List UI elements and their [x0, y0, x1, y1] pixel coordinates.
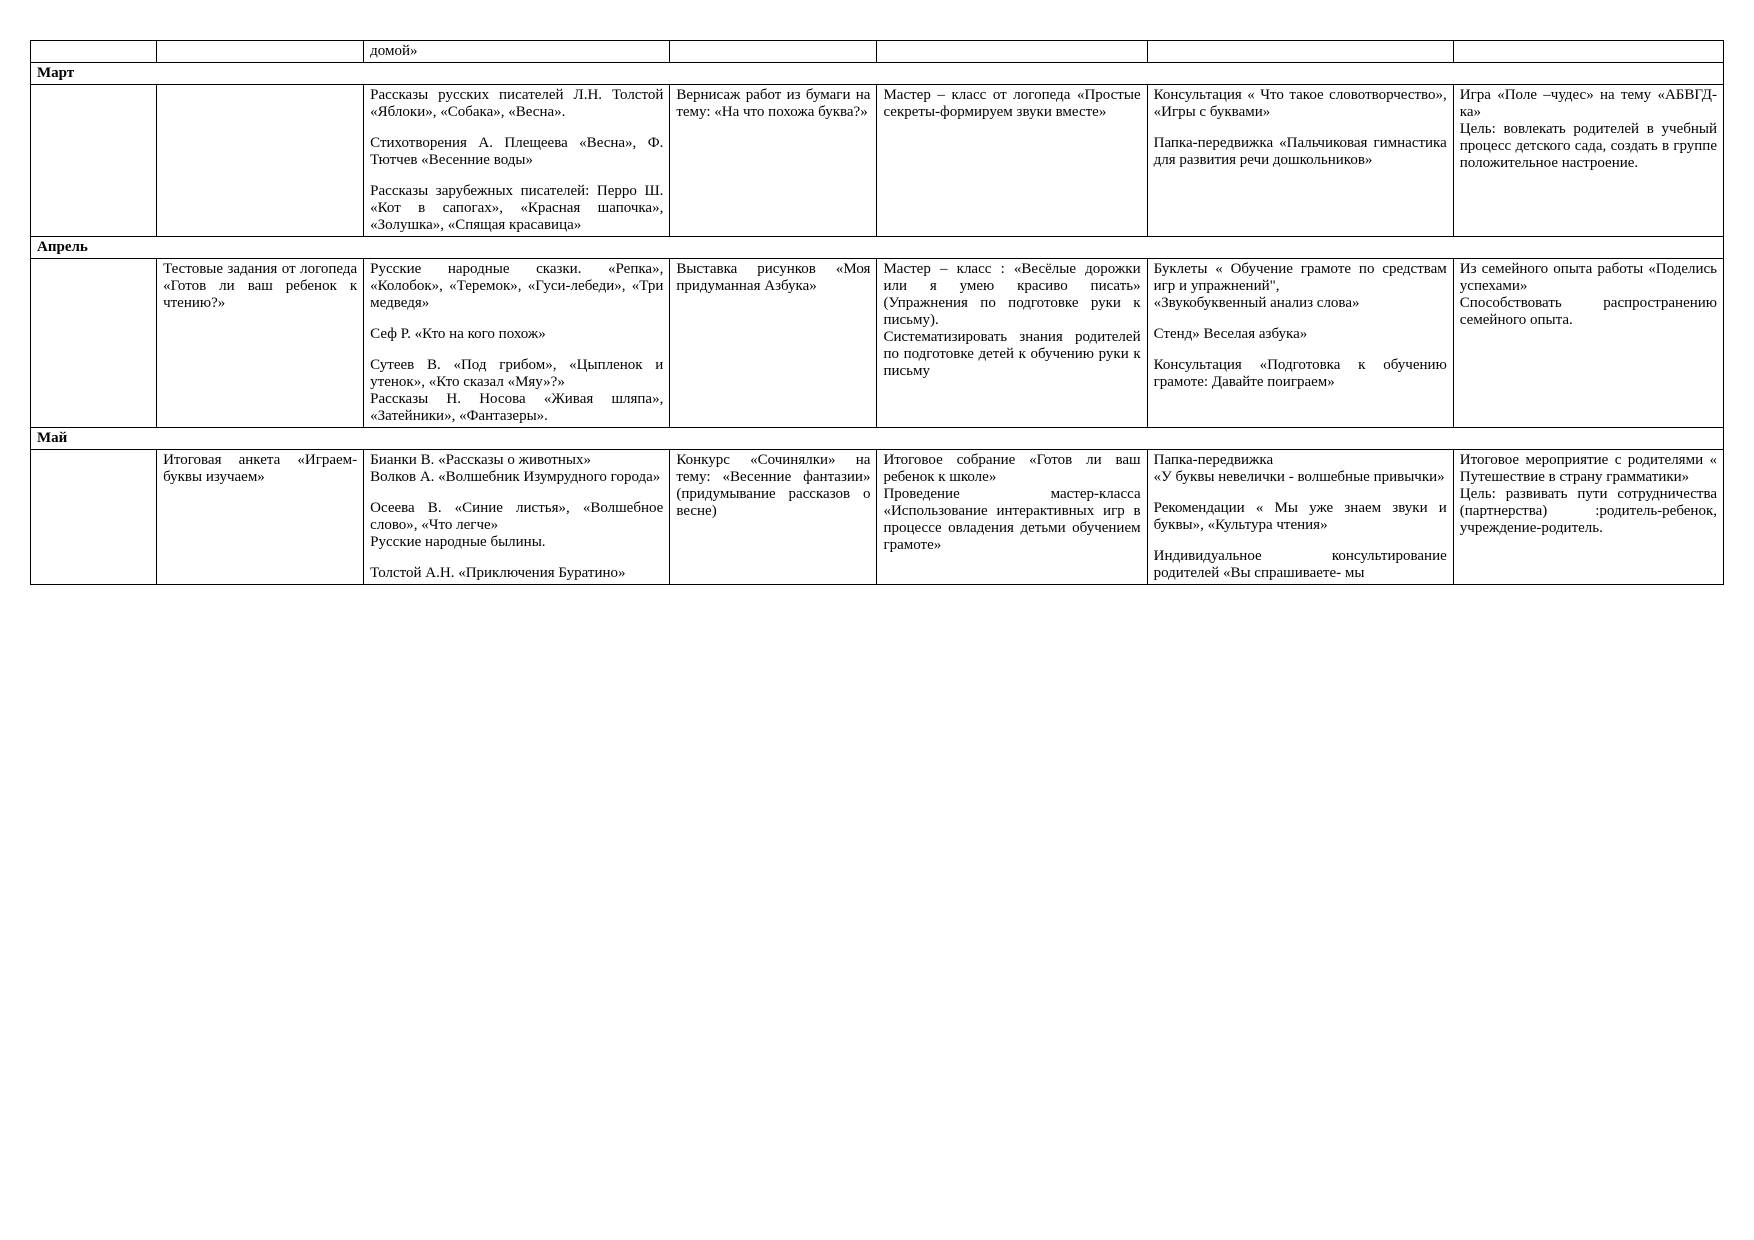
cell-r2-c1: [157, 85, 364, 237]
cell-r4-c5: Буклеты « Обучение грамоте по средствам …: [1147, 259, 1453, 428]
cell-r6-c1: Итоговая анкета «Играем-буквы изучаем»: [157, 450, 364, 585]
cell-r2-c6: Игра «Поле –чудес» на тему «АБВГД-ка»Цел…: [1453, 85, 1723, 237]
cell-r0-c6: [1453, 41, 1723, 63]
cell-paragraph: Консультация « Что такое словотворчество…: [1154, 87, 1447, 121]
cell-r6-c6: Итоговое мероприятие с родителями « Путе…: [1453, 450, 1723, 585]
cell-r6-c5: Папка-передвижка«У буквы невелички - вол…: [1147, 450, 1453, 585]
cell-r4-c4: Мастер – класс : «Весёлые дорожки или я …: [877, 259, 1147, 428]
cell-paragraph: Папка-передвижка «Пальчиковая гимнастика…: [1154, 135, 1447, 169]
month-header: Май: [31, 428, 1724, 450]
table-row: Март: [31, 63, 1724, 85]
cell-r2-c2: Рассказы русских писателей Л.Н. Толстой …: [364, 85, 670, 237]
table-row: Май: [31, 428, 1724, 450]
cell-r0-c4: [877, 41, 1147, 63]
cell-r2-c0: [31, 85, 157, 237]
cell-r4-c1: Тестовые задания от логопеда «Готов ли в…: [157, 259, 364, 428]
cell-paragraph: Сеф Р. «Кто на кого похож»: [370, 326, 663, 343]
cell-r0-c2: домой»: [364, 41, 670, 63]
cell-paragraph: Бианки В. «Рассказы о животных» Волков А…: [370, 452, 663, 486]
cell-r2-c4: Мастер – класс от логопеда «Простые секр…: [877, 85, 1147, 237]
cell-paragraph: Буклеты « Обучение грамоте по средствам …: [1154, 261, 1447, 312]
table-row: Итоговая анкета «Играем-буквы изучаем»Би…: [31, 450, 1724, 585]
cell-paragraph: Рассказы русских писателей Л.Н. Толстой …: [370, 87, 663, 121]
table-row: Апрель: [31, 237, 1724, 259]
cell-r6-c3: Конкурс «Сочинялки» на тему: «Весенние ф…: [670, 450, 877, 585]
cell-paragraph: Папка-передвижка«У буквы невелички - вол…: [1154, 452, 1447, 486]
cell-paragraph: Индивидуальное консультирование родителе…: [1154, 548, 1447, 582]
cell-r4-c2: Русские народные сказки. «Репка», «Колоб…: [364, 259, 670, 428]
cell-r6-c2: Бианки В. «Рассказы о животных» Волков А…: [364, 450, 670, 585]
cell-r2-c5: Консультация « Что такое словотворчество…: [1147, 85, 1453, 237]
cell-r0-c3: [670, 41, 877, 63]
schedule-table: домой»МартРассказы русских писателей Л.Н…: [30, 40, 1724, 585]
cell-paragraph: Консультация «Подготовка к обучению грам…: [1154, 357, 1447, 391]
month-header: Апрель: [31, 237, 1724, 259]
cell-r6-c4: Итоговое собрание «Готов ли ваш ребенок …: [877, 450, 1147, 585]
cell-r6-c0: [31, 450, 157, 585]
cell-paragraph: Стенд» Веселая азбука»: [1154, 326, 1447, 343]
cell-paragraph: Сутеев В. «Под грибом», «Цыпленок и утен…: [370, 357, 663, 425]
cell-r0-c0: [31, 41, 157, 63]
cell-paragraph: Толстой А.Н. «Приключения Буратино»: [370, 565, 663, 582]
cell-paragraph: Рассказы зарубежных писателей: Перро Ш. …: [370, 183, 663, 234]
cell-r4-c6: Из семейного опыта работы «Поделись успе…: [1453, 259, 1723, 428]
cell-paragraph: Стихотворения А. Плещеева «Весна», Ф. Тю…: [370, 135, 663, 169]
cell-r2-c3: Вернисаж работ из бумаги на тему: «На чт…: [670, 85, 877, 237]
cell-r4-c3: Выставка рисунков «Моя придуманная Азбук…: [670, 259, 877, 428]
cell-paragraph: Рекомендации « Мы уже знаем звуки и букв…: [1154, 500, 1447, 534]
cell-paragraph: Осеева В. «Синие листья», «Волшебное сло…: [370, 500, 663, 551]
table-row: Тестовые задания от логопеда «Готов ли в…: [31, 259, 1724, 428]
cell-r0-c5: [1147, 41, 1453, 63]
cell-r4-c0: [31, 259, 157, 428]
table-row: домой»: [31, 41, 1724, 63]
cell-r0-c1: [157, 41, 364, 63]
month-header: Март: [31, 63, 1724, 85]
cell-paragraph: Русские народные сказки. «Репка», «Колоб…: [370, 261, 663, 312]
table-row: Рассказы русских писателей Л.Н. Толстой …: [31, 85, 1724, 237]
